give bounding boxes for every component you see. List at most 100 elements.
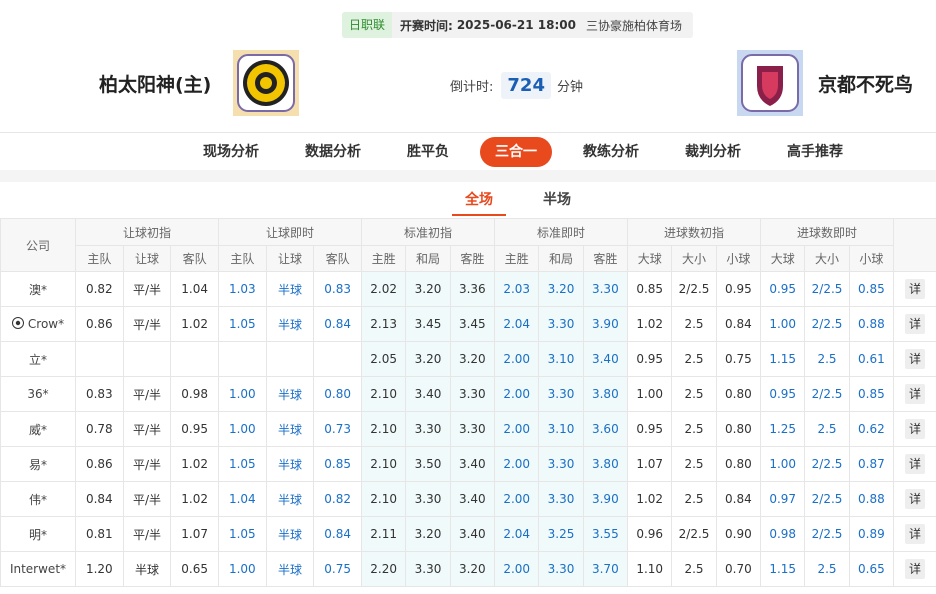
odds-cell: 2.10: [360, 411, 407, 447]
nav-tab[interactable]: 胜平负: [407, 144, 449, 160]
odds-cell: 0.61: [848, 341, 895, 377]
odds-cell: 0.65: [848, 551, 895, 587]
odds-cell: 2.00: [494, 411, 540, 447]
odds-cell: 0.97: [760, 481, 806, 517]
odds-cell: 2/2.5: [671, 516, 717, 552]
nav-tab[interactable]: 教练分析: [583, 144, 639, 160]
odds-cell: 3.55: [582, 516, 629, 552]
action: 详: [893, 411, 936, 447]
odds-cell: 0.98: [170, 376, 219, 412]
odds-cell: 0.95: [170, 411, 219, 447]
header-row: 公司 让球初指 让球即时 标准初指 标准即时 进球数初指 进球数即时: [0, 218, 936, 272]
detail-button[interactable]: 详: [905, 454, 926, 474]
odds-cell: 0.78: [75, 411, 124, 447]
detail-button[interactable]: 详: [905, 489, 926, 509]
nav-tabs: 现场分析 数据分析 胜平负 三合一 教练分析 裁判分析 高手推荐: [188, 137, 858, 167]
odds-cell: 3.20: [449, 551, 496, 587]
odds-cell: 2/2.5: [804, 446, 850, 482]
column-header: 和局: [538, 245, 584, 272]
odds-cell: 0.89: [848, 516, 895, 552]
odds-cell: 0.95: [627, 341, 673, 377]
nav-tab[interactable]: 高手推荐: [787, 144, 843, 160]
odds-cell: 3.40: [582, 341, 629, 377]
odds-cell: 0.82: [313, 481, 362, 517]
odds-cell: 3.30: [582, 271, 629, 307]
group-header: 标准初指: [360, 218, 496, 246]
company: 明*: [0, 516, 76, 552]
nav-tab[interactable]: 三合一: [480, 137, 552, 167]
column-header: 主胜: [360, 245, 407, 272]
detail-button[interactable]: 详: [905, 279, 926, 299]
odds-cell: 1.07: [627, 446, 673, 482]
odds-cell: 2.20: [360, 551, 407, 587]
odds-cell: 平/半: [122, 446, 172, 482]
odds-cell: 1.02: [170, 481, 219, 517]
odds-cell: 0.87: [848, 446, 895, 482]
odds-cell: 2/2.5: [804, 271, 850, 307]
countdown-value: 724: [501, 72, 551, 99]
start-label: 开赛时间:: [400, 18, 453, 33]
odds-cell: 2.5: [671, 481, 717, 517]
company-name: 澳*: [28, 282, 47, 297]
odds-cell: 1.03: [218, 271, 267, 307]
away-team: 京都不死鸟: [818, 74, 914, 96]
odds-cell: 0.80: [715, 411, 762, 447]
sub-tabs: 全场 半场: [452, 188, 608, 216]
detail-button[interactable]: 详: [905, 419, 926, 439]
odds-cell: 0.81: [75, 516, 124, 552]
odds-cell: 1.02: [627, 481, 673, 517]
sub-tab[interactable]: 半场: [543, 192, 571, 208]
column-header: 客队: [313, 245, 362, 272]
column-header: 客队: [170, 245, 219, 272]
odds-cell: 0.75: [715, 341, 762, 377]
odds-cell: 2.5: [804, 411, 850, 447]
odds-cell: 半球: [265, 481, 315, 517]
separator-band: [0, 170, 936, 182]
odds-cell: 1.05: [218, 306, 267, 342]
nav-tab[interactable]: 裁判分析: [685, 144, 741, 160]
detail-button[interactable]: 详: [905, 524, 926, 544]
odds-cell: 2/2.5: [804, 376, 850, 412]
odds-cell: 3.45: [405, 306, 451, 342]
odds-cell: 3.30: [538, 306, 584, 342]
odds-cell: 3.45: [449, 306, 496, 342]
odds-cell: 3.30: [449, 376, 496, 412]
odds-cell: 3.40: [449, 446, 496, 482]
odds-cell: 0.85: [848, 376, 895, 412]
odds-cell: 3.70: [582, 551, 629, 587]
company: Interwet*: [0, 551, 76, 587]
detail-button[interactable]: 详: [905, 314, 926, 334]
odds-cell: 3.50: [405, 446, 451, 482]
odds-table: 公司 让球初指 让球即时 标准初指 标准即时 进球数初指 进球数即时 主队 让球 客队 主队 让球 客队…: [0, 218, 936, 587]
odds-cell: 1.00: [218, 411, 267, 447]
odds-cell: 2/2.5: [804, 516, 850, 552]
odds-cell: 2.5: [671, 306, 717, 342]
odds-cell: 平/半: [122, 516, 172, 552]
odds-cell: 1.02: [170, 446, 219, 482]
detail-button[interactable]: 详: [905, 384, 926, 404]
odds-cell: 1.00: [627, 376, 673, 412]
detail-button[interactable]: 详: [905, 559, 926, 579]
odds-cell: [218, 341, 267, 377]
company-name: 威*: [28, 422, 47, 437]
odds-cell: 3.80: [582, 376, 629, 412]
sub-tab[interactable]: 全场: [452, 188, 506, 216]
odds-cell: 3.40: [449, 481, 496, 517]
odds-cell: 0.80: [313, 376, 362, 412]
nav-tab[interactable]: 数据分析: [305, 144, 361, 160]
column-header: 小球: [715, 245, 762, 272]
odds-cell: 2/2.5: [671, 271, 717, 307]
countdown-unit: 分钟: [556, 80, 583, 95]
detail-button[interactable]: 详: [905, 349, 926, 369]
company-name: 立*: [28, 352, 47, 367]
odds-cell: 3.10: [538, 411, 584, 447]
odds-cell: 平/半: [122, 376, 172, 412]
company: 伟*: [0, 481, 76, 517]
odds-cell: 0.80: [715, 376, 762, 412]
nav-tab[interactable]: 现场分析: [203, 144, 259, 160]
odds-cell: 1.20: [75, 551, 124, 587]
soccer-icon: [11, 317, 24, 329]
odds-cell: 2.11: [360, 516, 407, 552]
company: Crow*: [0, 306, 76, 342]
odds-cell: 2.04: [494, 516, 540, 552]
